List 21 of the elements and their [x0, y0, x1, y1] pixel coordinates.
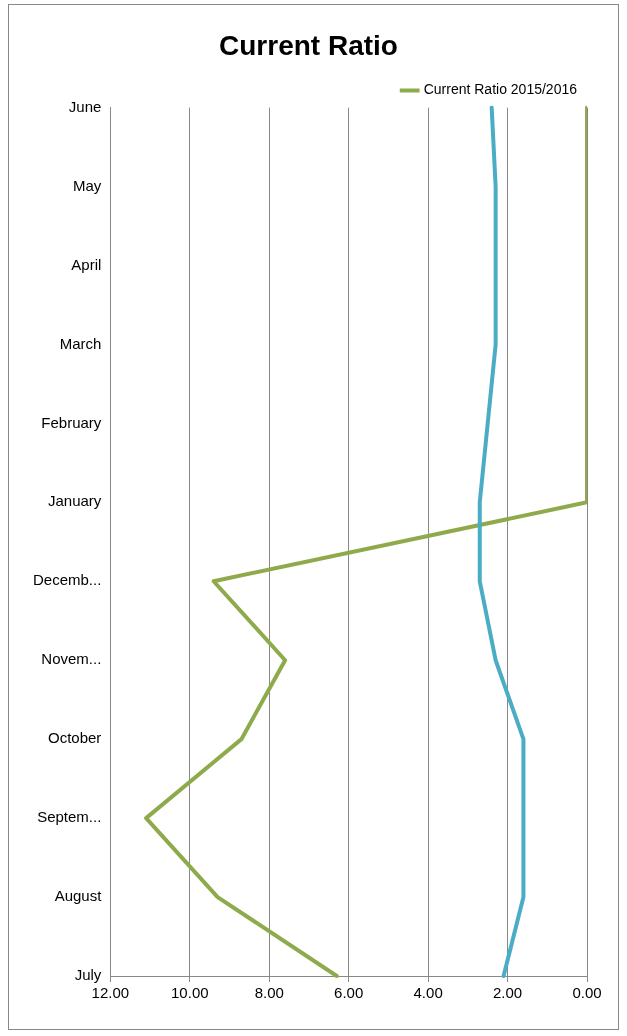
legend-label: Current Ratio 2015/2016: [423, 81, 578, 98]
x-tick-label: 2.00: [492, 984, 523, 1002]
chart-title: Current Ratio: [219, 29, 398, 61]
y-tick-label: Decemb...: [33, 571, 102, 589]
y-tick-label: July: [74, 966, 102, 984]
y-tick-label: February: [41, 413, 102, 431]
x-tick-label: 10.00: [171, 984, 209, 1002]
y-tick-label: April: [71, 255, 102, 273]
y-tick-label: August: [54, 887, 103, 905]
x-tick-label: 8.00: [254, 984, 284, 1002]
x-tick-label: 12.00: [91, 984, 130, 1002]
y-tick-label: Septem...: [37, 808, 102, 826]
y-tick-label: Novem...: [41, 650, 102, 668]
y-tick-label: May: [73, 176, 102, 194]
x-tick-label: 6.00: [334, 984, 364, 1002]
y-tick-label: January: [47, 492, 102, 510]
y-tick-label: March: [59, 334, 102, 352]
x-tick-label: 0.00: [572, 984, 602, 1002]
y-tick-label: June: [68, 97, 102, 115]
x-tick-label: 4.00: [413, 984, 443, 1002]
y-tick-label: October: [48, 729, 102, 747]
